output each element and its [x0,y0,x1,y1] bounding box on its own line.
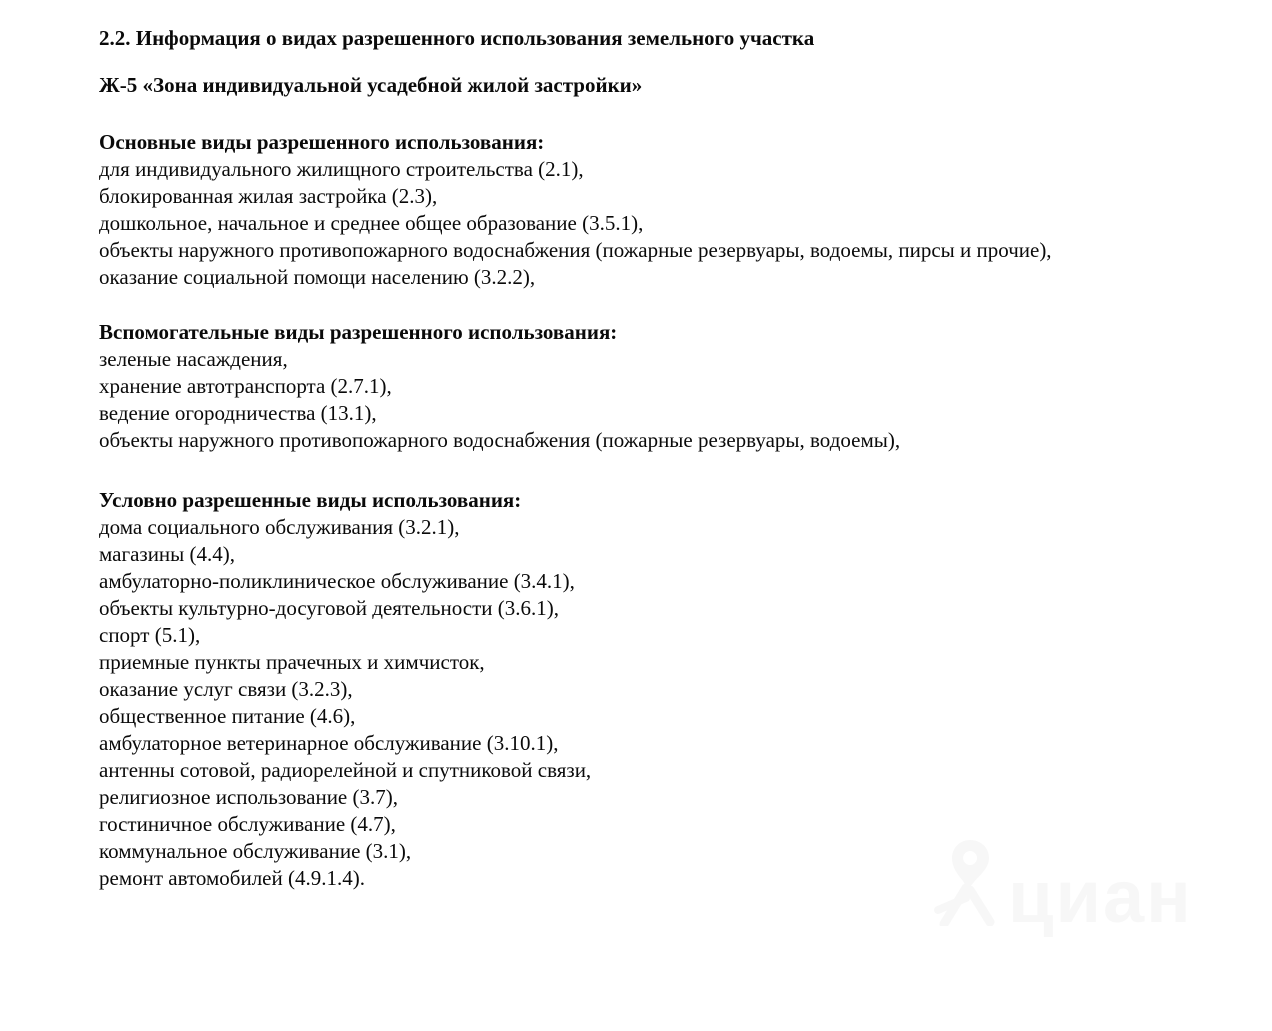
list-item: магазины (4.4), [99,542,236,566]
list-item: амбулаторно-поликлиническое обслуживание… [99,569,575,593]
list-item: ведение огородничества (13.1), [99,401,377,425]
auxiliary-uses-list: зеленые насаждения, хранение автотранспор… [99,346,1212,454]
list-item: приемные пункты прачечных и химчисток, [99,650,485,674]
list-item: оказание услуг связи (3.2.3), [99,677,353,701]
list-item: дошкольное, начальное и среднее общее об… [99,211,644,235]
list-item: спорт (5.1), [99,623,201,647]
list-item: религиозное использование (3.7), [99,785,398,809]
list-item: общественное питание (4.6), [99,704,356,728]
section-heading-auxiliary-uses: Вспомогательные виды разрешенного исполь… [99,320,618,344]
section-heading-main-uses: Основные виды разрешенного использования… [99,130,545,154]
list-item: оказание социальной помощи населению (3.… [99,265,536,289]
document-title: 2.2. Информация о видах разрешенного исп… [99,26,815,50]
list-item: дома социального обслуживания (3.2.1), [99,515,460,539]
list-item: объекты наружного противопожарного водос… [99,238,1052,262]
list-item: гостиничное обслуживание (4.7), [99,812,396,836]
list-item: ремонт автомобилей (4.9.1.4). [99,866,365,890]
section-main-uses: Основные виды разрешенного использования… [99,129,1212,291]
list-item: коммунальное обслуживание (3.1), [99,839,412,863]
list-item: антенны сотовой, радиорелейной и спутник… [99,758,592,782]
list-item: объекты наружного противопожарного водос… [99,428,901,452]
section-heading-conditional-uses: Условно разрешенные виды использования: [99,488,522,512]
list-item: амбулаторное ветеринарное обслуживание (… [99,731,559,755]
list-item: хранение автотранспорта (2.7.1), [99,374,392,398]
zone-title: Ж-5 «Зона индивидуальной усадебной жилой… [99,73,643,97]
conditional-uses-list: дома социального обслуживания (3.2.1), ма… [99,514,1212,892]
main-uses-list: для индивидуального жилищного строительс… [99,156,1212,291]
list-item: объекты культурно-досуговой деятельности… [99,596,559,620]
list-item: для индивидуального жилищного строительс… [99,157,584,181]
list-item: зеленые насаждения, [99,347,288,371]
section-conditional-uses: Условно разрешенные виды использования: … [99,487,1212,892]
list-item: блокированная жилая застройка (2.3), [99,184,438,208]
section-auxiliary-uses: Вспомогательные виды разрешенного исполь… [99,319,1212,454]
